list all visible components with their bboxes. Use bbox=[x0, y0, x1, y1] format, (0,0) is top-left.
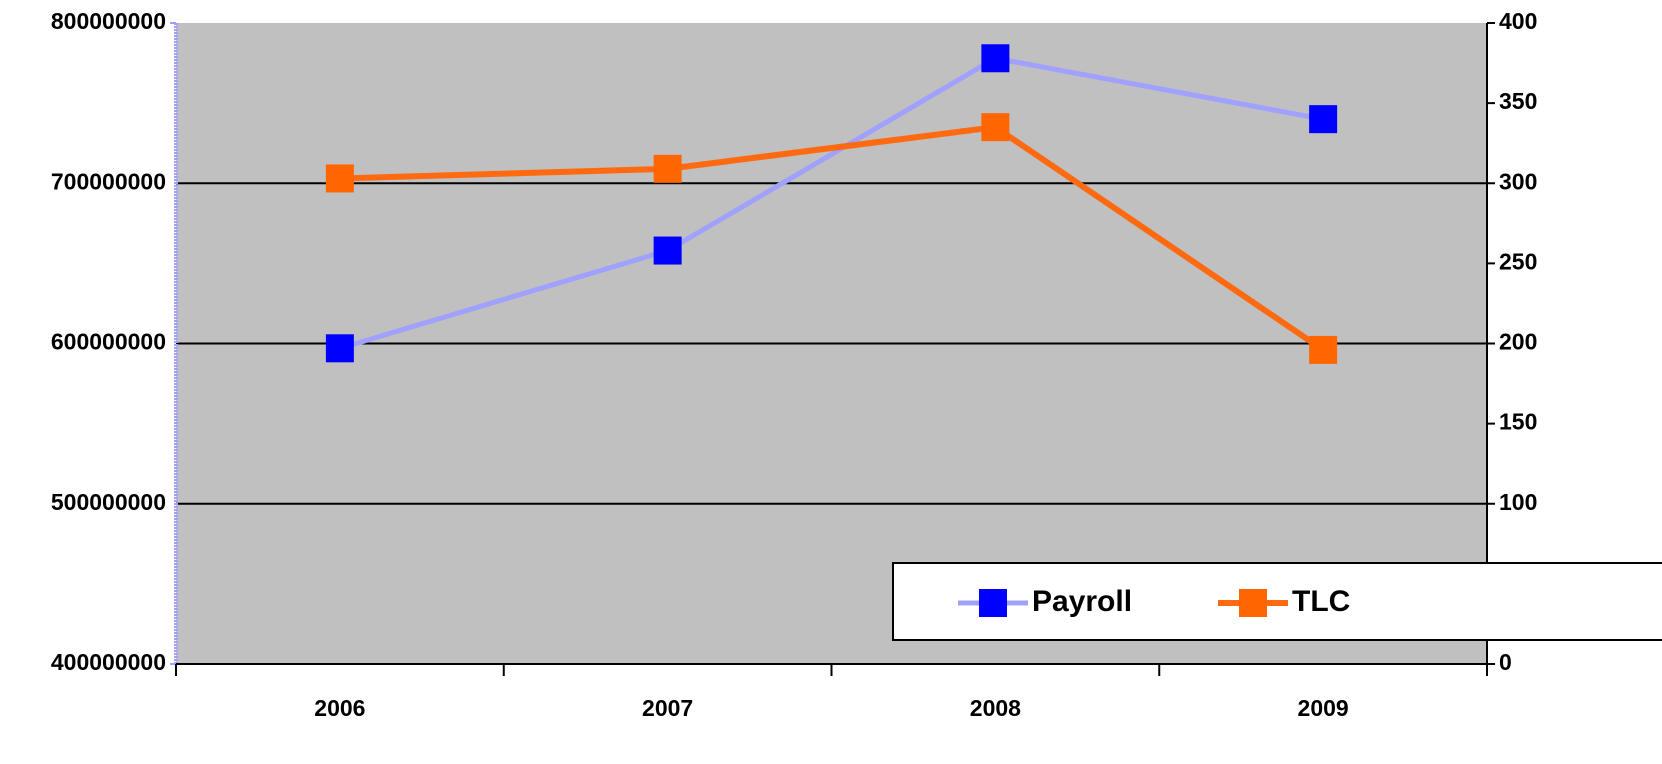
x-tick-label: 2009 bbox=[1298, 695, 1349, 721]
marker bbox=[653, 154, 682, 183]
y2-tick-label: 100 bbox=[1499, 489, 1537, 515]
y2-tick-label: 200 bbox=[1499, 329, 1537, 355]
y2-tick-label: 300 bbox=[1499, 168, 1537, 194]
y-tick-label: 500000000 bbox=[51, 489, 166, 515]
y2-tick-label: 0 bbox=[1499, 649, 1512, 675]
x-tick-label: 2007 bbox=[642, 695, 693, 721]
y2-tick-label: 350 bbox=[1499, 88, 1537, 114]
marker bbox=[1309, 105, 1338, 134]
y2-tick-label: 250 bbox=[1499, 248, 1537, 274]
legend-marker bbox=[1239, 589, 1267, 617]
marker bbox=[325, 334, 354, 363]
y2-tick-label: 400 bbox=[1499, 8, 1537, 34]
legend-label: Payroll bbox=[1032, 585, 1132, 618]
y-tick-label: 700000000 bbox=[51, 168, 166, 194]
marker bbox=[981, 113, 1010, 142]
y-tick-label: 400000000 bbox=[51, 649, 166, 675]
marker bbox=[653, 236, 682, 265]
series-line bbox=[339, 124, 1325, 353]
y-tick-label: 600000000 bbox=[51, 329, 166, 355]
marker bbox=[325, 164, 354, 193]
legend-label: TLC bbox=[1292, 585, 1350, 618]
legend-marker bbox=[979, 589, 1007, 617]
y-tick-label: 800000000 bbox=[51, 8, 166, 34]
marker bbox=[981, 44, 1010, 73]
series-line bbox=[339, 55, 1324, 351]
y2-tick-label: 150 bbox=[1499, 409, 1537, 435]
marker bbox=[1309, 335, 1338, 364]
x-tick-label: 2008 bbox=[970, 695, 1021, 721]
x-tick-label: 2006 bbox=[314, 695, 365, 721]
